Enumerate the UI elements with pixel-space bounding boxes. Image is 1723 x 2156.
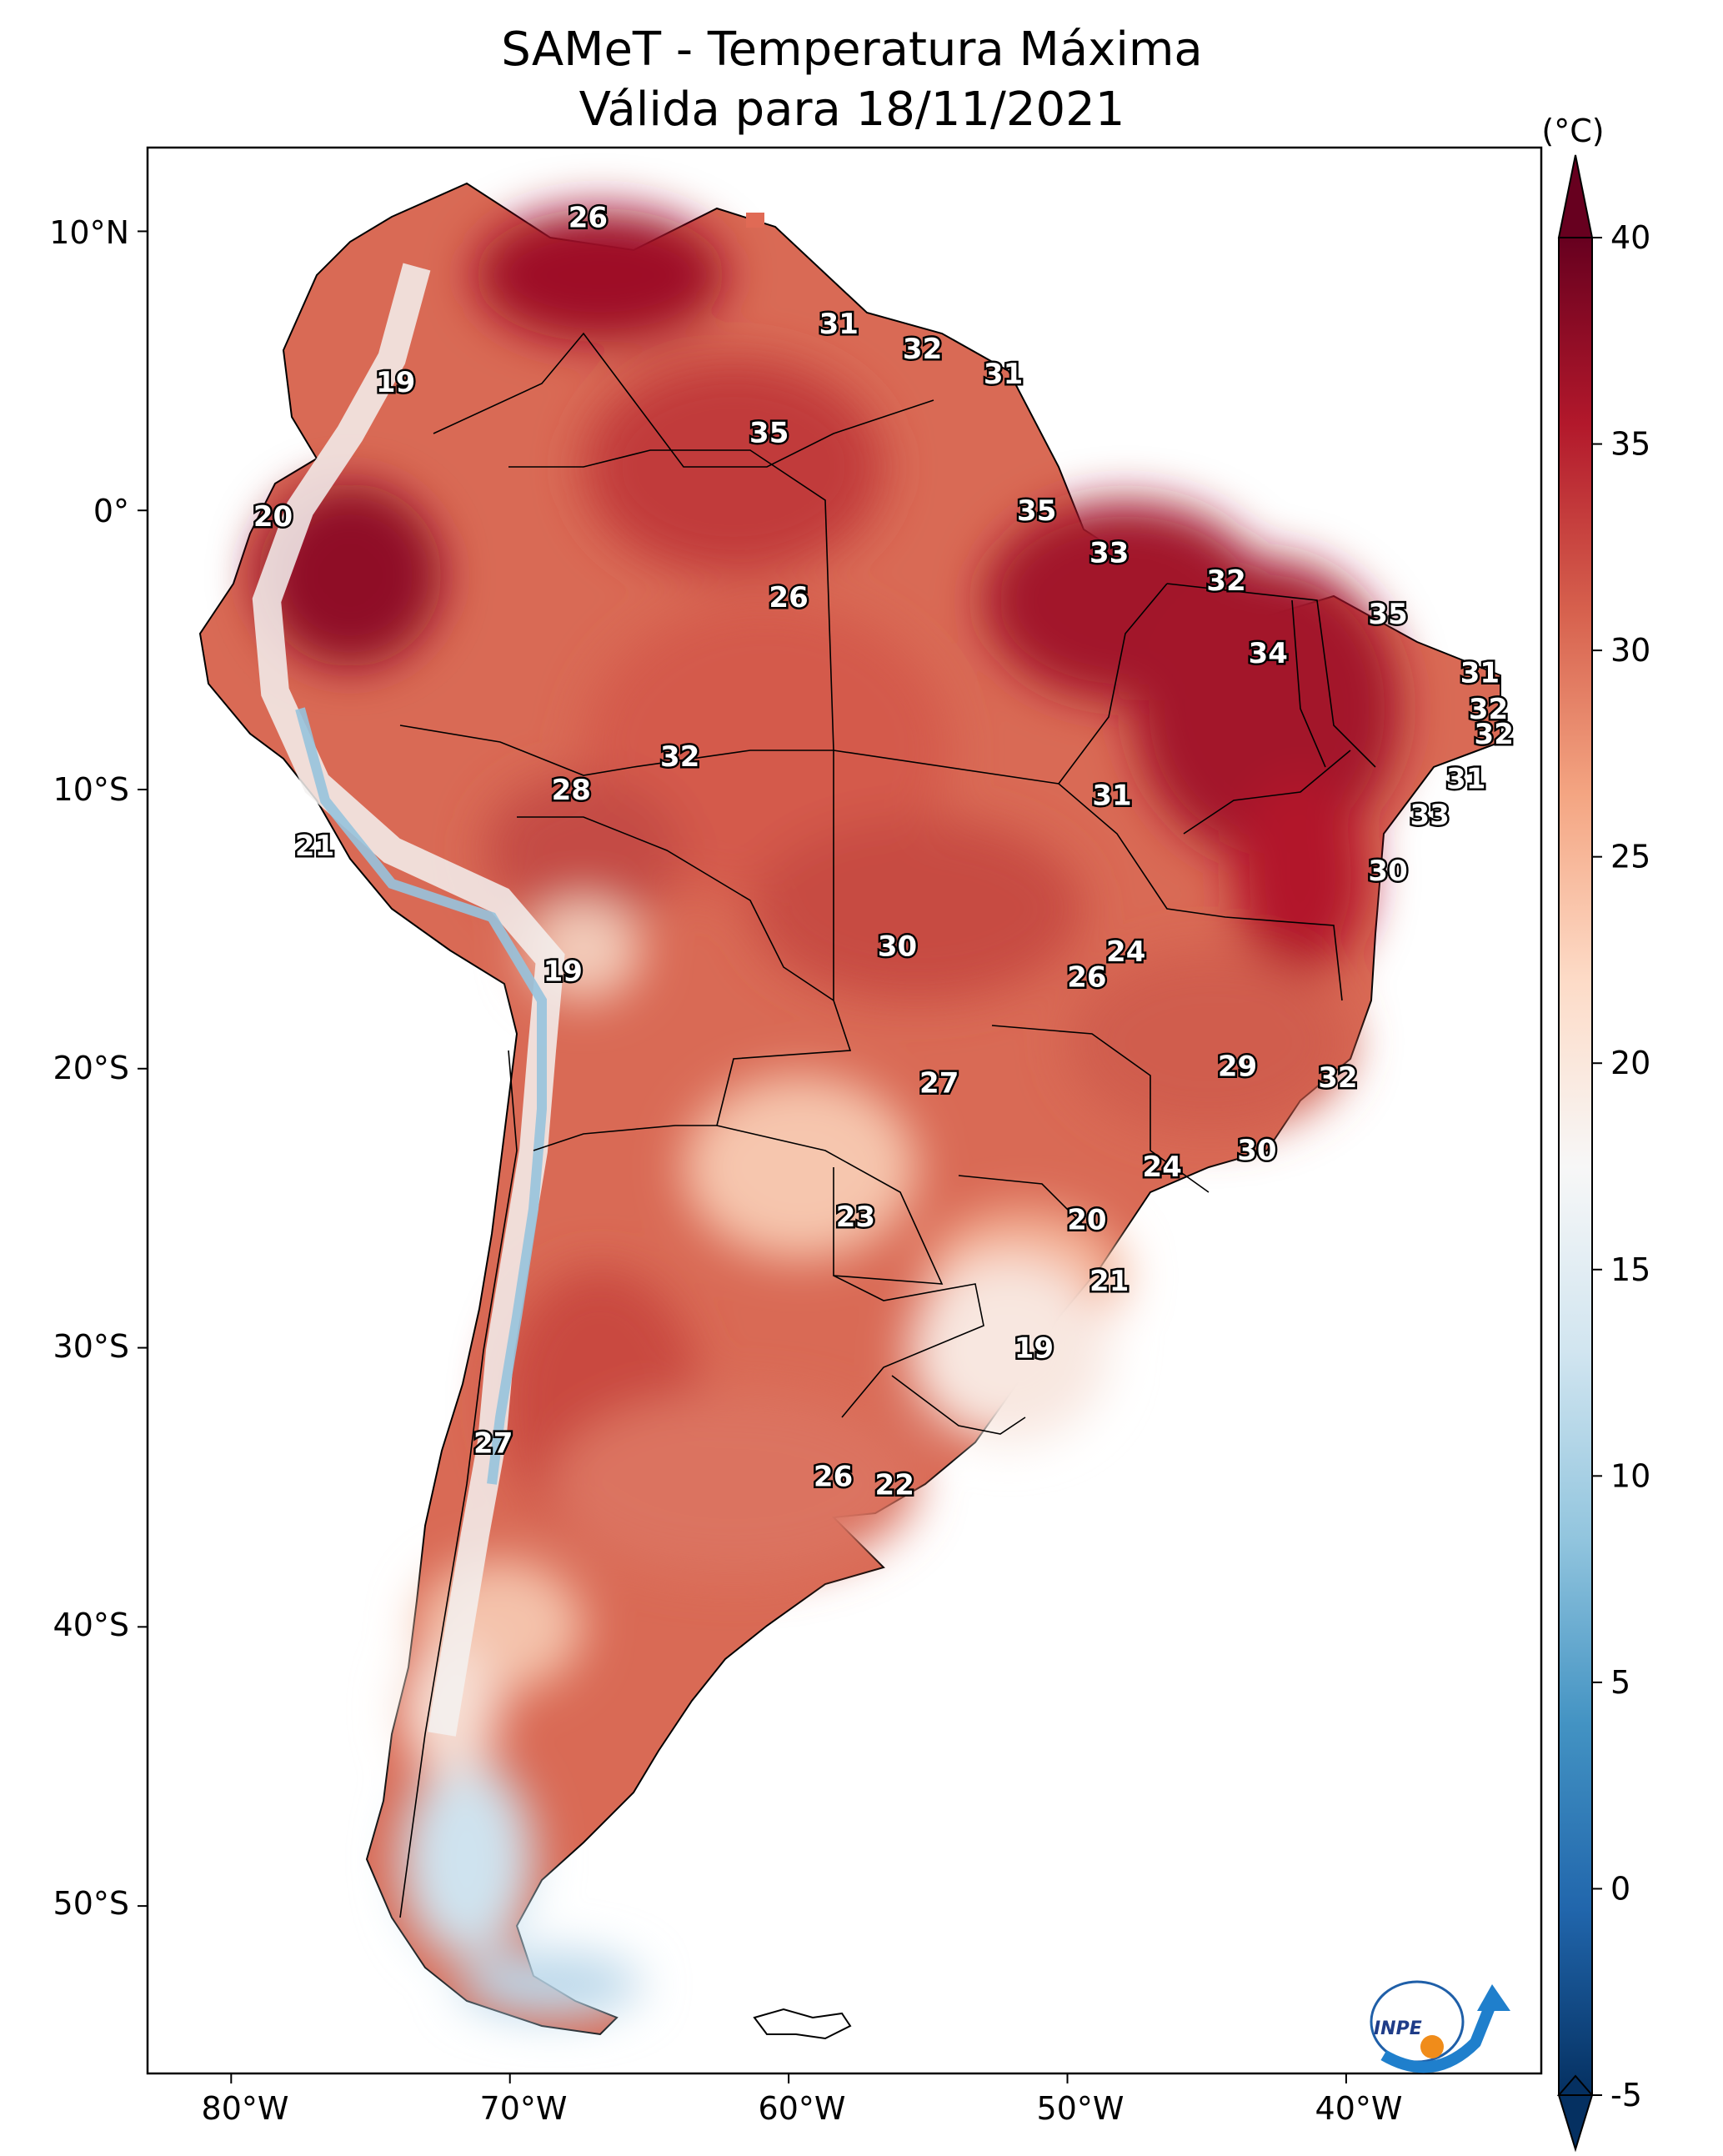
station-value-label: 20 <box>1067 1204 1106 1237</box>
colorbar-tick-label: 0 <box>1610 1870 1630 1907</box>
logo-sun-icon <box>1420 2035 1444 2058</box>
lat-label-40s: 40°S <box>53 1607 129 1643</box>
station-value-label: 30 <box>878 930 917 964</box>
station-value-label: 31 <box>1092 780 1131 813</box>
station-value-label: 35 <box>749 417 789 450</box>
lat-label-10n: 10°N <box>49 214 129 251</box>
station-value-label: 26 <box>769 581 808 614</box>
station-value-label: 33 <box>1410 799 1450 832</box>
lat-label-50s: 50°S <box>53 1885 129 1922</box>
lon-label-70w: 70°W <box>480 2090 568 2127</box>
station-value-label: 19 <box>376 366 415 399</box>
station-value-label: 24 <box>1106 935 1145 969</box>
station-value-label: 20 <box>253 500 293 534</box>
colorbar: (°C) 40 35 30 25 20 15 10 5 0 -5 <box>1541 113 1650 2153</box>
station-value-label: 23 <box>836 1201 875 1234</box>
lon-label-80w: 80°W <box>202 2090 289 2127</box>
station-value-label: 21 <box>295 830 334 863</box>
map-area <box>146 146 1543 2075</box>
lon-label-60w: 60°W <box>759 2090 846 2127</box>
colorbar-tick-label: 5 <box>1610 1664 1630 1701</box>
land-temperature-field <box>198 182 1501 2040</box>
colorbar-tick-label: 40 <box>1610 219 1650 256</box>
colorbar-tick-label: 25 <box>1610 839 1650 875</box>
map-frame <box>146 146 1543 2075</box>
station-value-label: 32 <box>1475 718 1514 751</box>
station-value-label: 32 <box>903 333 942 366</box>
map-title-line1: SAMeT - Temperatura Máxima <box>501 23 1203 77</box>
station-value-label: 26 <box>568 202 608 235</box>
station-value-label: 27 <box>473 1426 513 1460</box>
station-value-label: 32 <box>1206 564 1245 598</box>
lon-label-50w: 50°W <box>1037 2090 1124 2127</box>
station-value-label: 31 <box>984 358 1023 391</box>
lat-label-20s: 20°S <box>53 1050 129 1086</box>
station-value-label: 21 <box>1089 1265 1129 1298</box>
colorbar-tick-label: 10 <box>1610 1457 1650 1494</box>
station-value-label: 32 <box>1318 1061 1357 1095</box>
latitude-axis: 10°N 0° 10°S 20°S 30°S 40°S 50°S <box>49 214 148 1922</box>
station-value-label: 32 <box>660 740 699 774</box>
station-value-label: 31 <box>1460 656 1500 689</box>
colorbar-tick-label: 30 <box>1610 632 1650 669</box>
lat-label-0: 0° <box>93 493 129 529</box>
station-value-label: 26 <box>1067 960 1106 994</box>
logo-text: INPE <box>1374 2018 1422 2039</box>
station-value-label: 29 <box>1218 1050 1257 1083</box>
colorbar-tick-label: 20 <box>1610 1045 1650 1081</box>
station-value-label: 22 <box>875 1469 914 1502</box>
station-value-label: 33 <box>1089 536 1129 569</box>
station-value-label: 31 <box>819 308 859 341</box>
logo-arrow-icon <box>1380 1998 1498 2073</box>
lon-label-40w: 40°W <box>1315 2090 1403 2127</box>
colorbar-unit: (°C) <box>1541 113 1604 149</box>
station-value-label: 19 <box>543 955 583 989</box>
station-value-label: 30 <box>1368 855 1407 888</box>
colorbar-max-arrow <box>1557 154 1594 238</box>
country-borders <box>399 332 1376 1918</box>
andes-cool-band <box>252 263 565 1737</box>
falkland-islands <box>753 2008 852 2040</box>
station-value-label: 34 <box>1249 637 1288 670</box>
colorbar-min-arrow-tip <box>1557 2094 1594 2153</box>
station-value-label: 26 <box>814 1461 853 1494</box>
longitude-axis: 80°W 70°W 60°W 50°W 40°W <box>202 2073 1403 2127</box>
colorbar-gradient <box>1558 237 1593 2096</box>
inpe-logo: INPE <box>1370 1980 1510 2073</box>
station-value-label: 24 <box>1143 1151 1182 1184</box>
colorbar-tick-label: -5 <box>1610 2077 1642 2113</box>
station-value-label: 30 <box>1237 1134 1276 1167</box>
station-value-label: 19 <box>1014 1332 1054 1366</box>
colorbar-tick-label: 35 <box>1610 426 1650 463</box>
station-value-label: 35 <box>1017 494 1056 528</box>
map-title-line2: Válida para 18/11/2021 <box>579 83 1125 137</box>
lat-label-30s: 30°S <box>53 1328 129 1365</box>
caribbean-island <box>746 213 764 228</box>
station-value-label: 32 <box>1469 693 1508 726</box>
station-value-label: 31 <box>1446 763 1485 796</box>
station-value-label: 28 <box>552 774 591 807</box>
colorbar-tick-label: 15 <box>1610 1251 1650 1288</box>
logo-arrow-head-icon <box>1477 1984 1510 2011</box>
colorbar-ticks: 40 35 30 25 20 15 10 5 0 -5 <box>1592 219 1650 2113</box>
lat-label-10s: 10°S <box>53 771 129 808</box>
station-value-label: 35 <box>1368 598 1407 631</box>
station-value-label: 27 <box>919 1067 959 1101</box>
andes-blue-band <box>295 707 547 1485</box>
